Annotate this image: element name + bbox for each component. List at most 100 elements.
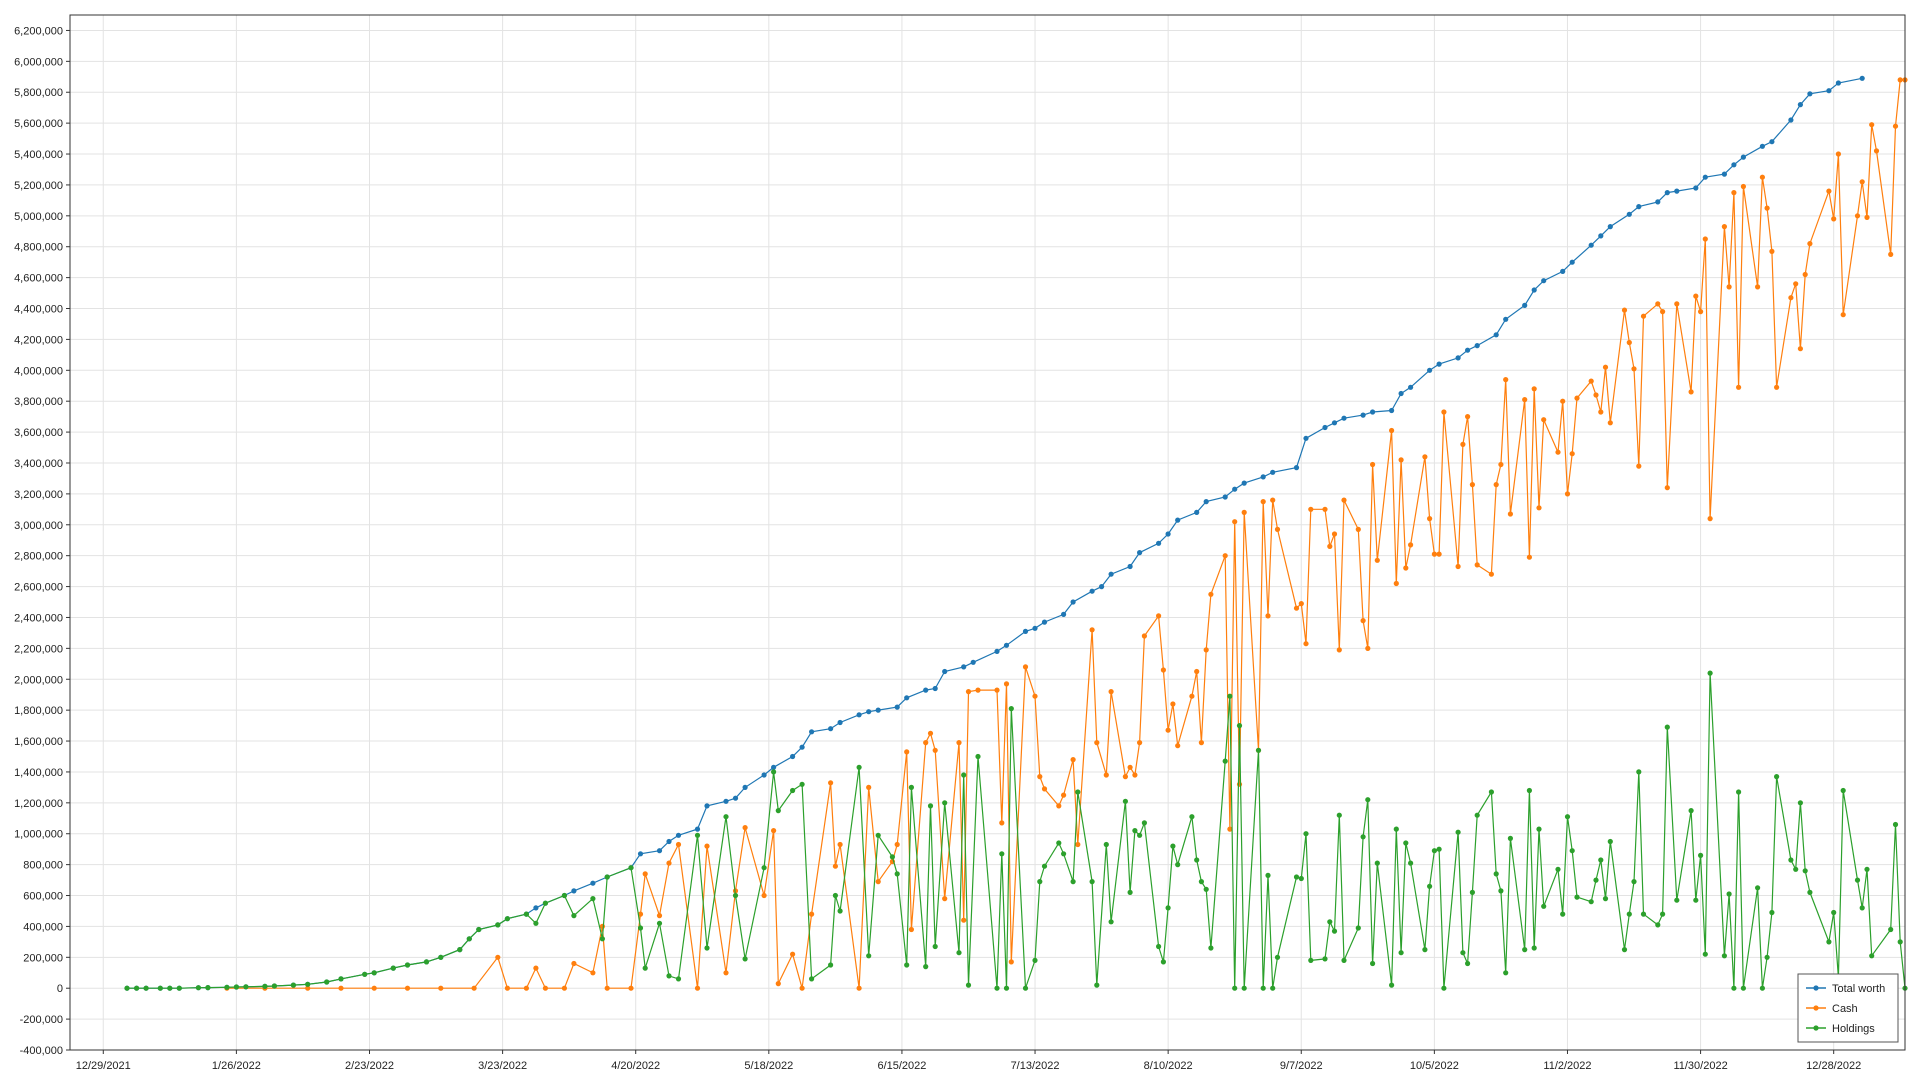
data-point-cash [1797,346,1803,352]
data-point-holdings [904,962,910,968]
data-point-total-worth [961,664,967,670]
data-point-cash [1070,757,1076,763]
data-point-cash [1308,506,1314,512]
data-point-cash [471,985,477,991]
data-point-cash [1788,295,1794,301]
data-point-holdings [1222,758,1228,764]
data-point-holdings [1664,724,1670,730]
x-tick-label: 12/28/2022 [1806,1060,1861,1072]
x-tick-label: 1/26/2022 [212,1060,261,1072]
y-tick-label: 800,000 [23,860,63,872]
data-point-cash [1888,251,1894,257]
data-point-total-worth [1303,435,1309,441]
data-point-total-worth [761,772,767,778]
data-point-holdings [233,984,239,990]
data-point-holdings [324,979,330,985]
data-point-cash [371,985,377,991]
data-point-holdings [604,874,610,880]
data-point-cash [1022,664,1029,670]
data-point-holdings [167,985,173,991]
data-point-holdings [1094,982,1100,988]
data-point-holdings [1175,862,1181,868]
data-point-cash [799,985,805,991]
data-point-holdings [875,832,881,838]
data-point-cash [832,863,839,869]
data-point-total-worth [656,848,663,854]
data-point-cash [642,871,648,877]
data-point-cash [1003,681,1010,687]
data-point-holdings [1797,800,1803,806]
data-point-holdings [1769,909,1775,916]
data-point-cash [1075,841,1081,848]
y-tick-label: 2,000,000 [14,674,63,686]
data-point-total-worth [1341,415,1347,421]
data-point-cash [1089,627,1095,633]
data-point-total-worth [942,668,948,675]
data-point-cash [775,981,781,987]
data-point-cash [1365,645,1371,652]
data-point-cash [1693,293,1699,299]
y-tick-label: 2,200,000 [14,643,63,655]
y-tick-label: 5,800,000 [14,87,63,99]
y-tick-label: 4,600,000 [14,273,63,285]
data-point-total-worth [932,685,938,692]
data-point-cash [637,911,644,917]
data-point-total-worth [1032,625,1038,631]
data-point-holdings [1298,875,1304,882]
y-tick-label: 3,600,000 [14,427,63,439]
data-point-total-worth [1089,588,1095,594]
data-point-holdings [1598,857,1604,863]
data-point-total-worth [1427,367,1433,373]
data-point-total-worth [799,744,805,750]
data-point-cash [875,879,881,885]
data-point-cash [1859,179,1865,185]
y-tick-label: 5,000,000 [14,211,63,223]
data-point-cash [866,784,872,791]
data-point-holdings [894,871,900,877]
data-point-total-worth [1541,278,1547,284]
data-point-holdings [1322,956,1328,962]
data-point-cash [999,820,1005,826]
data-point-holdings [1137,832,1143,838]
data-point-holdings [999,851,1005,857]
data-point-holdings [666,973,672,979]
data-point-holdings [1360,834,1366,840]
data-point-total-worth [1797,102,1803,108]
legend-label-cash: Cash [1832,1003,1858,1015]
data-point-holdings [1160,959,1166,965]
data-point-holdings [1854,877,1861,883]
data-point-total-worth [1156,540,1162,546]
data-point-holdings [1274,954,1281,960]
data-point-total-worth [1270,469,1276,475]
data-point-cash [1374,557,1380,563]
data-point-holdings [224,984,230,990]
data-point-total-worth [1370,409,1376,415]
data-point-cash [1498,461,1504,468]
x-tick-label: 4/20/2022 [611,1060,660,1072]
data-point-cash [694,985,701,991]
data-point-cash [1336,647,1342,653]
data-point-cash [675,841,682,848]
data-point-cash [1403,565,1409,571]
data-point-total-worth [1099,584,1105,590]
data-point-cash [1165,727,1171,733]
y-tick-label: 3,200,000 [14,489,63,501]
data-point-holdings [1469,889,1475,896]
data-point-cash [771,828,777,834]
data-point-cash [1531,386,1537,392]
data-point-total-worth [637,851,644,857]
data-point-cash [1598,409,1604,415]
data-point-holdings [1037,879,1043,885]
data-point-cash [1455,563,1461,570]
data-point-holdings [994,985,1000,991]
data-point-total-worth [894,704,900,710]
data-point-cash [1222,553,1228,559]
data-point-holdings [1869,953,1875,959]
data-point-cash [1688,389,1694,395]
data-point-cash [590,970,596,976]
data-point-holdings [1555,866,1561,872]
y-tick-label: 1,200,000 [14,798,63,810]
data-point-cash [1331,531,1338,537]
data-point-cash [1759,174,1765,180]
data-point-cash [1831,216,1837,222]
